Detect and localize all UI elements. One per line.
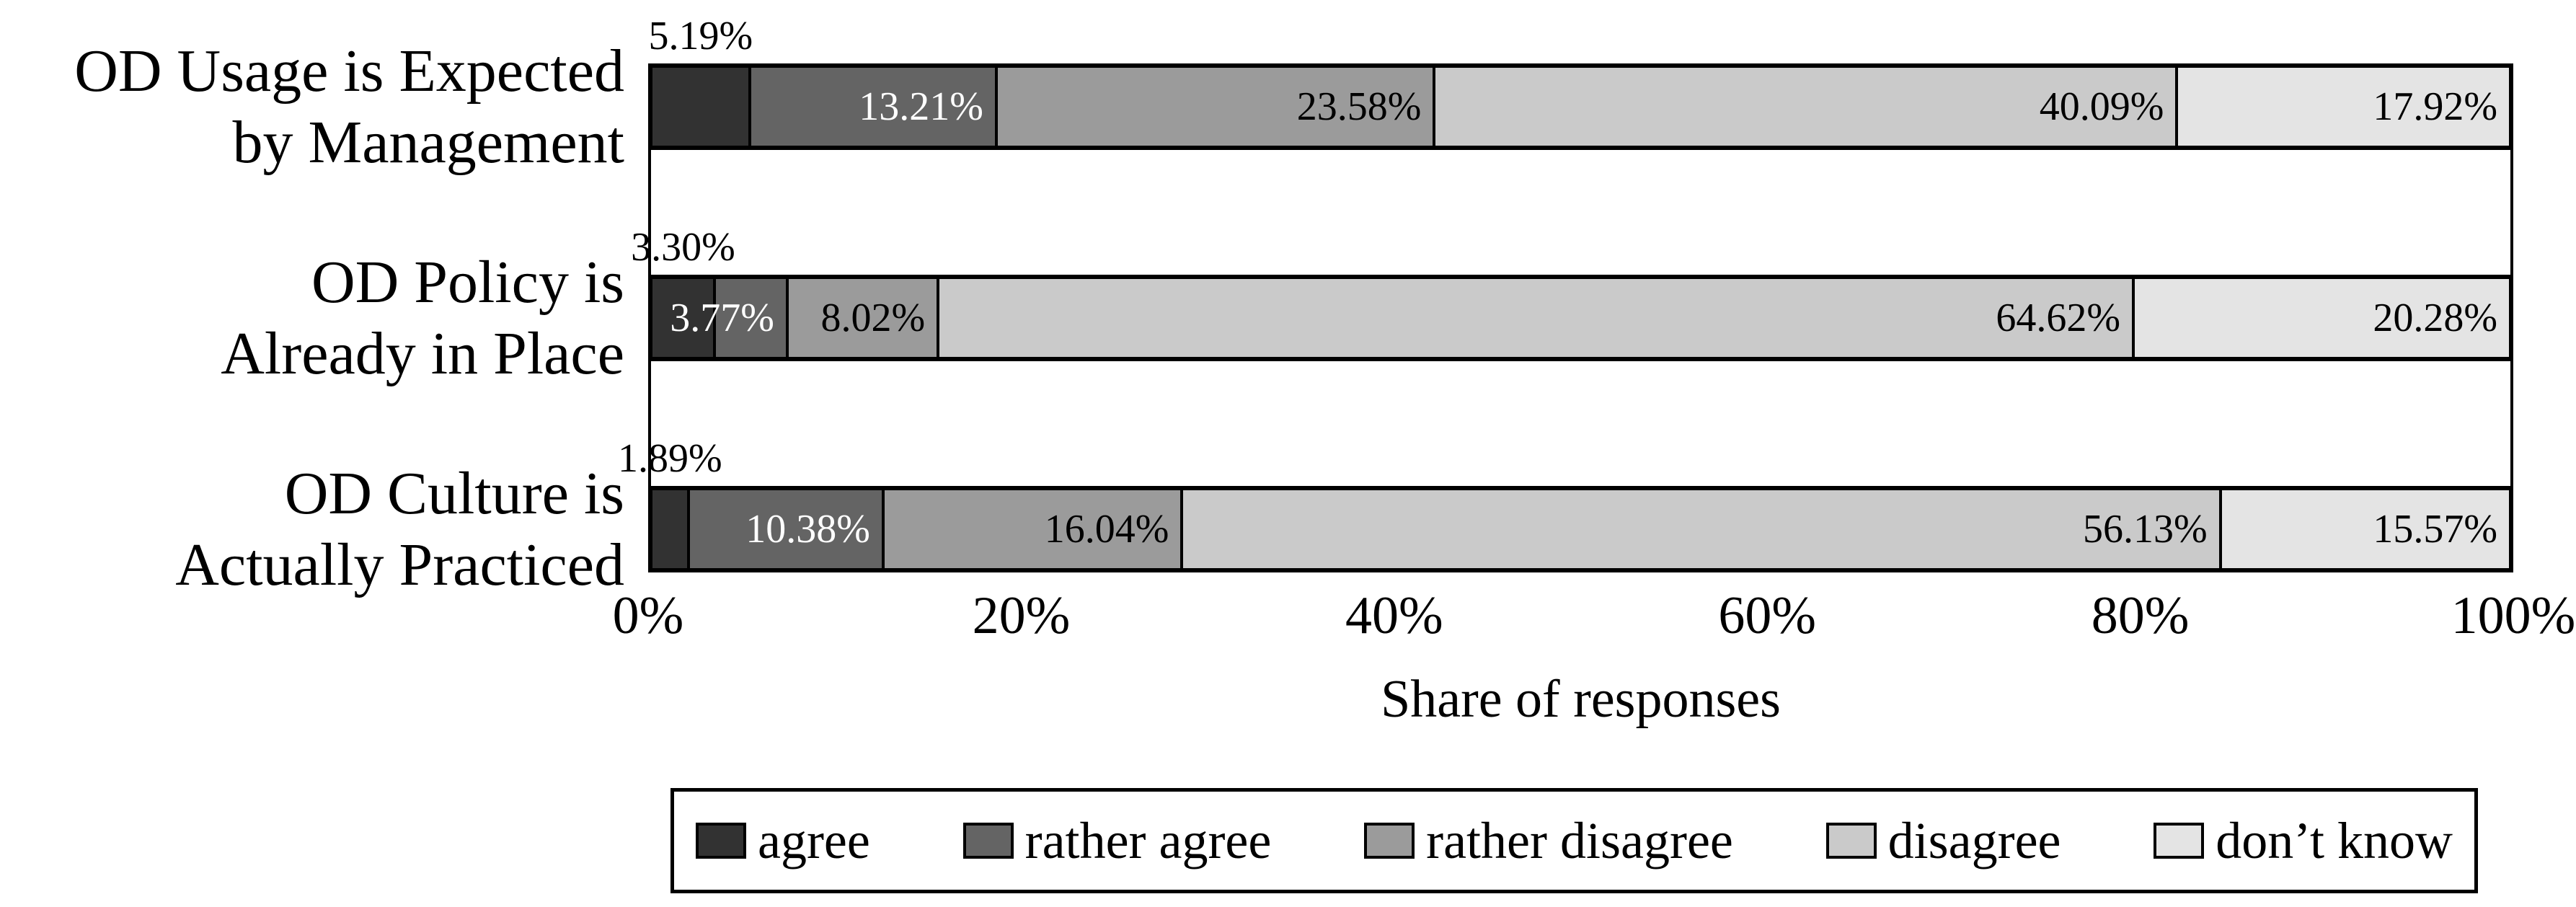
legend-item-dont-know: don’t know [2154,811,2453,871]
legend-item-label: don’t know [2216,811,2453,870]
category-label-line: Already in Place [221,320,624,387]
above-bar-value-label: 5.19% [648,14,753,58]
bar-row: 1.89% 10.38% 16.04% 56.13% 15.57% [618,436,2513,572]
above-bar-value-label: 3.30% [631,225,735,270]
legend-item-label: rather agree [1024,811,1272,870]
x-tick-label: 40% [1345,586,1443,645]
category-label-line: OD Policy is [311,249,624,316]
legend-swatch-rather-disagree [1364,823,1415,859]
bar-segment-dont-know: 17.92% [2175,68,2509,146]
category-label-line: Actually Practiced [175,531,624,598]
bar-segment-disagree: 64.62% [937,279,2132,357]
segment-value-label: 10.38% [745,507,870,552]
legend-item-agree: agree [696,811,870,871]
legend-item-label: rather disagree [1426,811,1733,870]
bar-segment-rather-agree: 13.21% [748,68,995,146]
legend-swatch-agree [696,823,746,859]
segment-value-label: 40.09% [2039,84,2164,129]
segment-value-label: 20.28% [2373,296,2497,340]
bar-segment-rather-agree: 10.38% [687,490,882,568]
category-label: OD Policy is Already in Place [0,247,624,389]
category-label: OD Usage is Expected by Management [0,35,624,178]
segment-value-label: 8.02% [820,296,926,340]
x-tick-label: 20% [972,586,1071,645]
legend-item-disagree: disagree [1825,811,2061,871]
segment-value-label: 13.21% [859,84,983,129]
segment-value-label: 17.92% [2373,84,2497,129]
bar-segment-agree [652,279,714,357]
bar-segment-agree [652,68,748,146]
bar-row: 3.30% 3.77% 8.02% 64.62% 20.28% [631,225,2513,361]
x-tick-label: 80% [2091,586,2190,645]
bar-segment-disagree: 56.13% [1180,490,2219,568]
bar-segment-rather-agree: 3.77% [670,279,786,357]
x-tick-label: 60% [1718,586,1817,645]
legend-swatch-dont-know [2154,823,2205,859]
legend-item-label: disagree [1887,811,2061,870]
bar-row: 5.19% 13.21% 23.58% 40.09% 17.92% [648,14,2513,150]
segment-value-label: 16.04% [1044,507,1169,552]
x-axis-title: Share of responses [1381,670,1781,729]
category-label-line: OD Usage is Expected [74,37,624,105]
legend-item-label: agree [758,811,870,870]
legend-item-rather-disagree: rather disagree [1364,811,1733,871]
legend: agree rather agree rather disagree disagree… [670,788,2478,893]
above-bar-value-label: 1.89% [618,436,722,481]
legend-swatch-disagree [1825,823,1877,859]
legend-item-rather-agree: rather agree [962,811,1272,871]
segment-value-label: 3.77% [670,296,774,340]
x-tick-label: 0% [612,586,684,645]
x-tick-label: 100% [2451,586,2576,645]
bar-segment-rather-disagree: 8.02% [785,279,937,357]
bar-segment-dont-know: 15.57% [2218,490,2509,568]
bar-segment-rather-disagree: 16.04% [881,490,1181,568]
segment-value-label: 56.13% [2082,507,2208,552]
bar-segment-dont-know: 20.28% [2131,279,2509,357]
category-label-line: by Management [232,109,625,176]
segment-value-label: 64.62% [1996,296,2120,340]
category-label: OD Culture is Actually Practiced [0,458,624,601]
legend-swatch-rather-agree [962,823,1014,859]
bar-segment-agree [652,490,688,568]
bar-segment-disagree: 40.09% [1433,68,2176,146]
segment-value-label: 23.58% [1296,84,1422,129]
bar-segment-rather-disagree: 23.58% [994,68,1433,146]
segment-value-label: 15.57% [2373,507,2497,552]
category-label-line: OD Culture is [284,460,624,527]
